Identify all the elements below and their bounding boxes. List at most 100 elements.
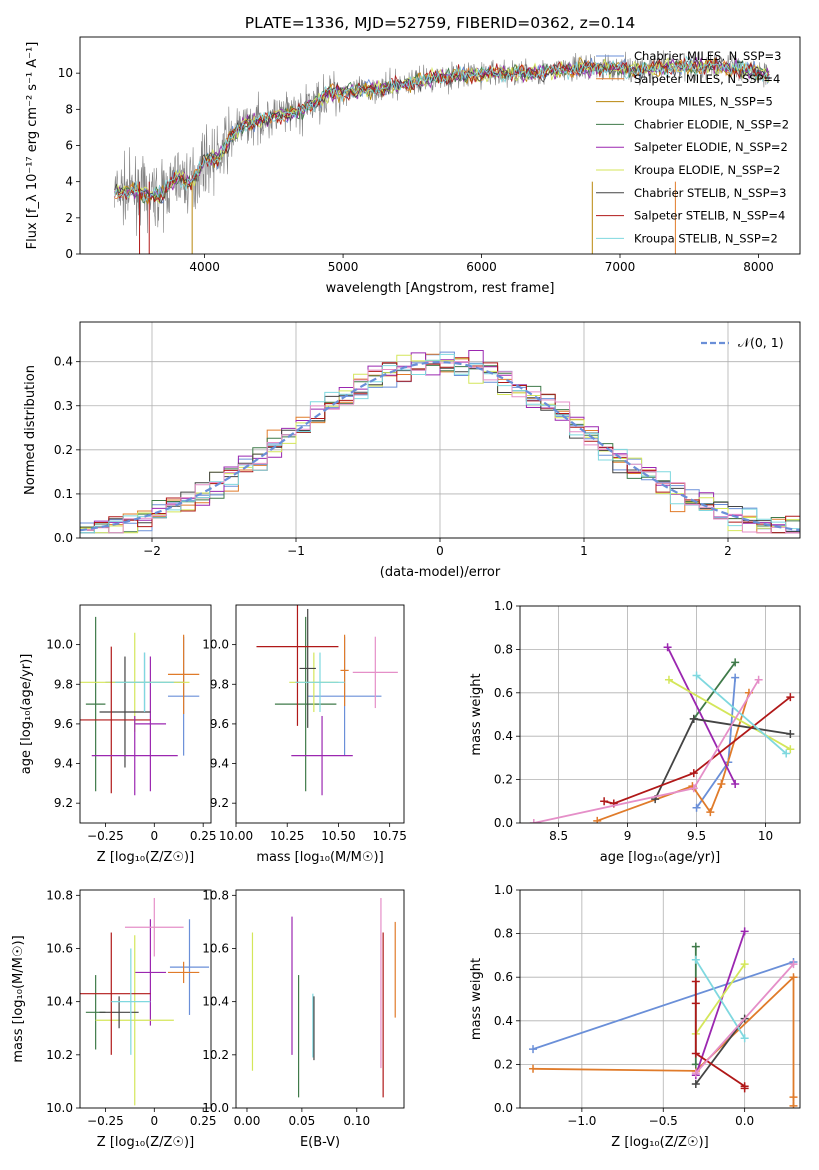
weight-point-marker	[782, 749, 791, 758]
x-tick-label: 10.50	[321, 829, 355, 843]
y-tick-label: 9.8	[54, 677, 73, 691]
x-tick-label: −0.5	[649, 1114, 678, 1128]
weight-point-marker	[689, 769, 698, 778]
weight-series-line	[668, 679, 791, 750]
y-tick-label: 10.4	[202, 995, 229, 1009]
weight-point-marker	[731, 658, 740, 667]
legend-label: Chabrier STELIB, N_SSP=3	[634, 186, 786, 200]
x-tick-label: −0.25	[87, 1114, 124, 1128]
x-tick-label: 0.00	[234, 1114, 261, 1128]
axes-frame	[519, 889, 801, 1109]
x-tick-label: 0	[436, 544, 444, 558]
weight-point-marker	[529, 819, 538, 823]
y-tick-label: 0.1	[54, 487, 73, 501]
errorbar-area	[256, 605, 398, 796]
x-tick-label: 0.10	[343, 1114, 370, 1128]
y-tick-label: 10	[58, 66, 73, 80]
normal-reference-curve	[80, 360, 800, 532]
x-tick-label: 10.25	[270, 829, 304, 843]
y-axis-label: Flux [f_λ 10⁻¹⁷ erg cm⁻² s⁻¹ A⁻¹]	[25, 42, 40, 250]
x-tick-label: 9.5	[687, 829, 706, 843]
histogram-area	[80, 350, 800, 534]
spectrum-data-line	[114, 50, 770, 236]
y-tick-label: 9.6	[54, 717, 73, 731]
weight-series-line	[695, 959, 746, 1039]
legend-label: Salpeter MILES, N_SSP=4	[634, 72, 780, 86]
x-tick-label: 6000	[466, 260, 497, 274]
weight-point-marker	[786, 730, 795, 739]
figure-title: PLATE=1336, MJD=52759, FIBERID=0362, z=0…	[245, 14, 635, 32]
weight-series-line	[695, 1018, 746, 1085]
y-tick-label: 0.2	[494, 773, 513, 787]
x-axis-label: Z [log₁₀(Z/Z☉)]	[611, 1135, 708, 1150]
weight-series-line	[666, 646, 737, 785]
weight-series-line	[694, 931, 746, 1076]
legend-label: Salpeter ELODIE, N_SSP=2	[634, 140, 788, 154]
y-tick-label: 6	[65, 139, 73, 153]
y-tick-label: 9.2	[210, 796, 229, 810]
weight-point-marker	[691, 977, 700, 986]
errorbar-area	[80, 897, 210, 1106]
x-tick-label: 8.5	[549, 829, 568, 843]
x-axis-label: (data-model)/error	[380, 565, 501, 580]
histogram-step-series	[80, 353, 800, 534]
x-tick-label: −0.25	[87, 829, 124, 843]
y-tick-label: 4	[65, 175, 73, 189]
weight-point-marker	[691, 1049, 700, 1058]
y-tick-label: 10.8	[46, 888, 73, 902]
weight-point-marker	[740, 927, 749, 936]
legend-label: 𝒩(0, 1)	[738, 335, 784, 350]
weight-point-marker	[789, 1093, 798, 1102]
y-tick-label: 0.0	[494, 816, 513, 830]
histogram-step-series	[80, 361, 800, 534]
age-vs-mass-panel: 10.00 10.25 10.50 10.75 9.2 9.4 9.6 9.8 10.0 mass…	[202, 604, 407, 865]
y-tick-label: 10.0	[46, 638, 73, 652]
x-tick-label: −2	[143, 544, 161, 558]
x-tick-label: 0.25	[190, 829, 217, 843]
y-axis-label: mass weight	[469, 673, 484, 755]
weight-point-marker	[692, 671, 701, 680]
weight-point-marker	[786, 745, 795, 754]
mass-vs-ebv-panel: 0.00 0.05 0.10 10.0 10.2 10.4 10.6 10.8 E(B-V)	[202, 888, 405, 1150]
x-axis-label: Z [log₁₀(Z/Z☉)]	[97, 850, 194, 865]
errorbar-area	[80, 616, 200, 796]
y-tick-label: 0.8	[494, 927, 513, 941]
weight-series-line	[603, 696, 791, 805]
y-tick-label: 0	[65, 247, 73, 261]
weight-point-marker	[691, 955, 700, 964]
x-tick-label: 7000	[605, 260, 636, 274]
weight-point-marker	[664, 675, 673, 684]
x-tick-label: 0	[150, 829, 158, 843]
mass-vs-z-panel: −0.25 0 0.25 10.0 10.2 10.4 10.6 10.8 Z [log₁₀(Z…	[11, 888, 217, 1150]
weight-point-marker	[706, 808, 715, 817]
x-axis-label: Z [log₁₀(Z/Z☉)]	[97, 1135, 194, 1150]
y-axis-label: age [log₁₀(age/yr)]	[19, 654, 34, 775]
y-tick-label: 9.2	[54, 796, 73, 810]
y-tick-label: 9.6	[210, 717, 229, 731]
weight-series-line	[695, 963, 795, 1074]
x-tick-label: 0.05	[289, 1114, 316, 1128]
spectrum-panel: 4000 5000 6000 7000 8000 0 2 4 6 8 10 wavelength [A…	[25, 36, 801, 296]
y-tick-label: 10.8	[202, 888, 229, 902]
weight-lines-area	[529, 643, 795, 823]
weight-point-marker	[740, 1034, 749, 1043]
weight-point-marker	[789, 1101, 798, 1108]
spectrum-plot-area	[114, 50, 770, 254]
x-tick-label: 5000	[328, 260, 359, 274]
weight-point-marker	[691, 999, 700, 1008]
y-tick-label: 0.4	[54, 355, 73, 369]
axes-frame	[235, 889, 405, 1109]
spectrum-model-line	[114, 55, 770, 202]
x-axis-label: wavelength [Angstrom, rest frame]	[326, 281, 555, 296]
x-axis-label: E(B-V)	[300, 1135, 340, 1150]
x-tick-label: 9	[624, 829, 632, 843]
weight-point-marker	[754, 675, 763, 684]
histogram-step-series	[80, 351, 800, 534]
y-tick-label: 10.0	[202, 1101, 229, 1115]
weight-point-marker	[691, 942, 700, 951]
weight-point-marker	[689, 784, 698, 793]
legend-label: Kroupa ELODIE, N_SSP=2	[634, 163, 780, 177]
x-tick-label: 10.00	[219, 829, 253, 843]
x-tick-label: −1.0	[567, 1114, 596, 1128]
